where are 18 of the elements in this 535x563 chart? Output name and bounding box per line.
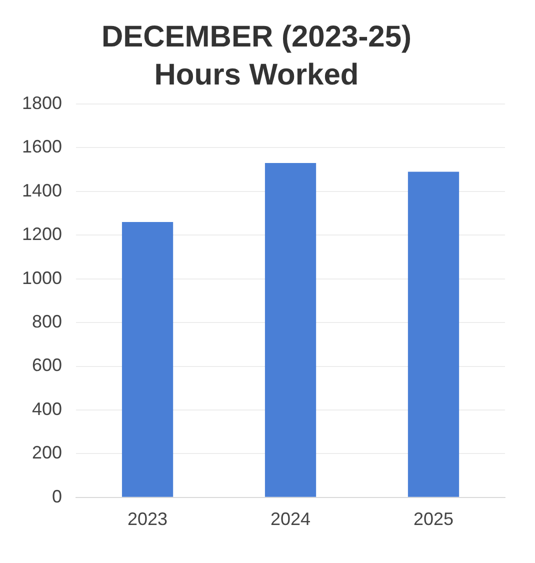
y-tick-label: 200 — [32, 442, 62, 463]
x-tick-label: 2025 — [413, 509, 454, 530]
y-tick-label: 1400 — [22, 180, 62, 200]
bar — [408, 172, 460, 497]
bar — [264, 163, 316, 497]
y-tick-label: 1600 — [22, 136, 62, 157]
x-tick-label: 2023 — [128, 509, 168, 530]
y-tick-label: 1000 — [22, 268, 62, 288]
y-tick-label: 400 — [32, 398, 62, 419]
x-tick-label: 2024 — [270, 509, 311, 530]
y-tick-label: 1200 — [22, 224, 62, 244]
y-tick-label: 1800 — [22, 92, 62, 113]
y-tick-label: 600 — [32, 355, 62, 376]
y-tick-label: 0 — [52, 486, 62, 506]
y-tick-label: 800 — [32, 312, 62, 332]
chart-title: DECEMBER (2023-25) — [101, 20, 412, 54]
bar — [122, 222, 174, 497]
chart-subtitle: Hours Worked — [154, 58, 359, 92]
